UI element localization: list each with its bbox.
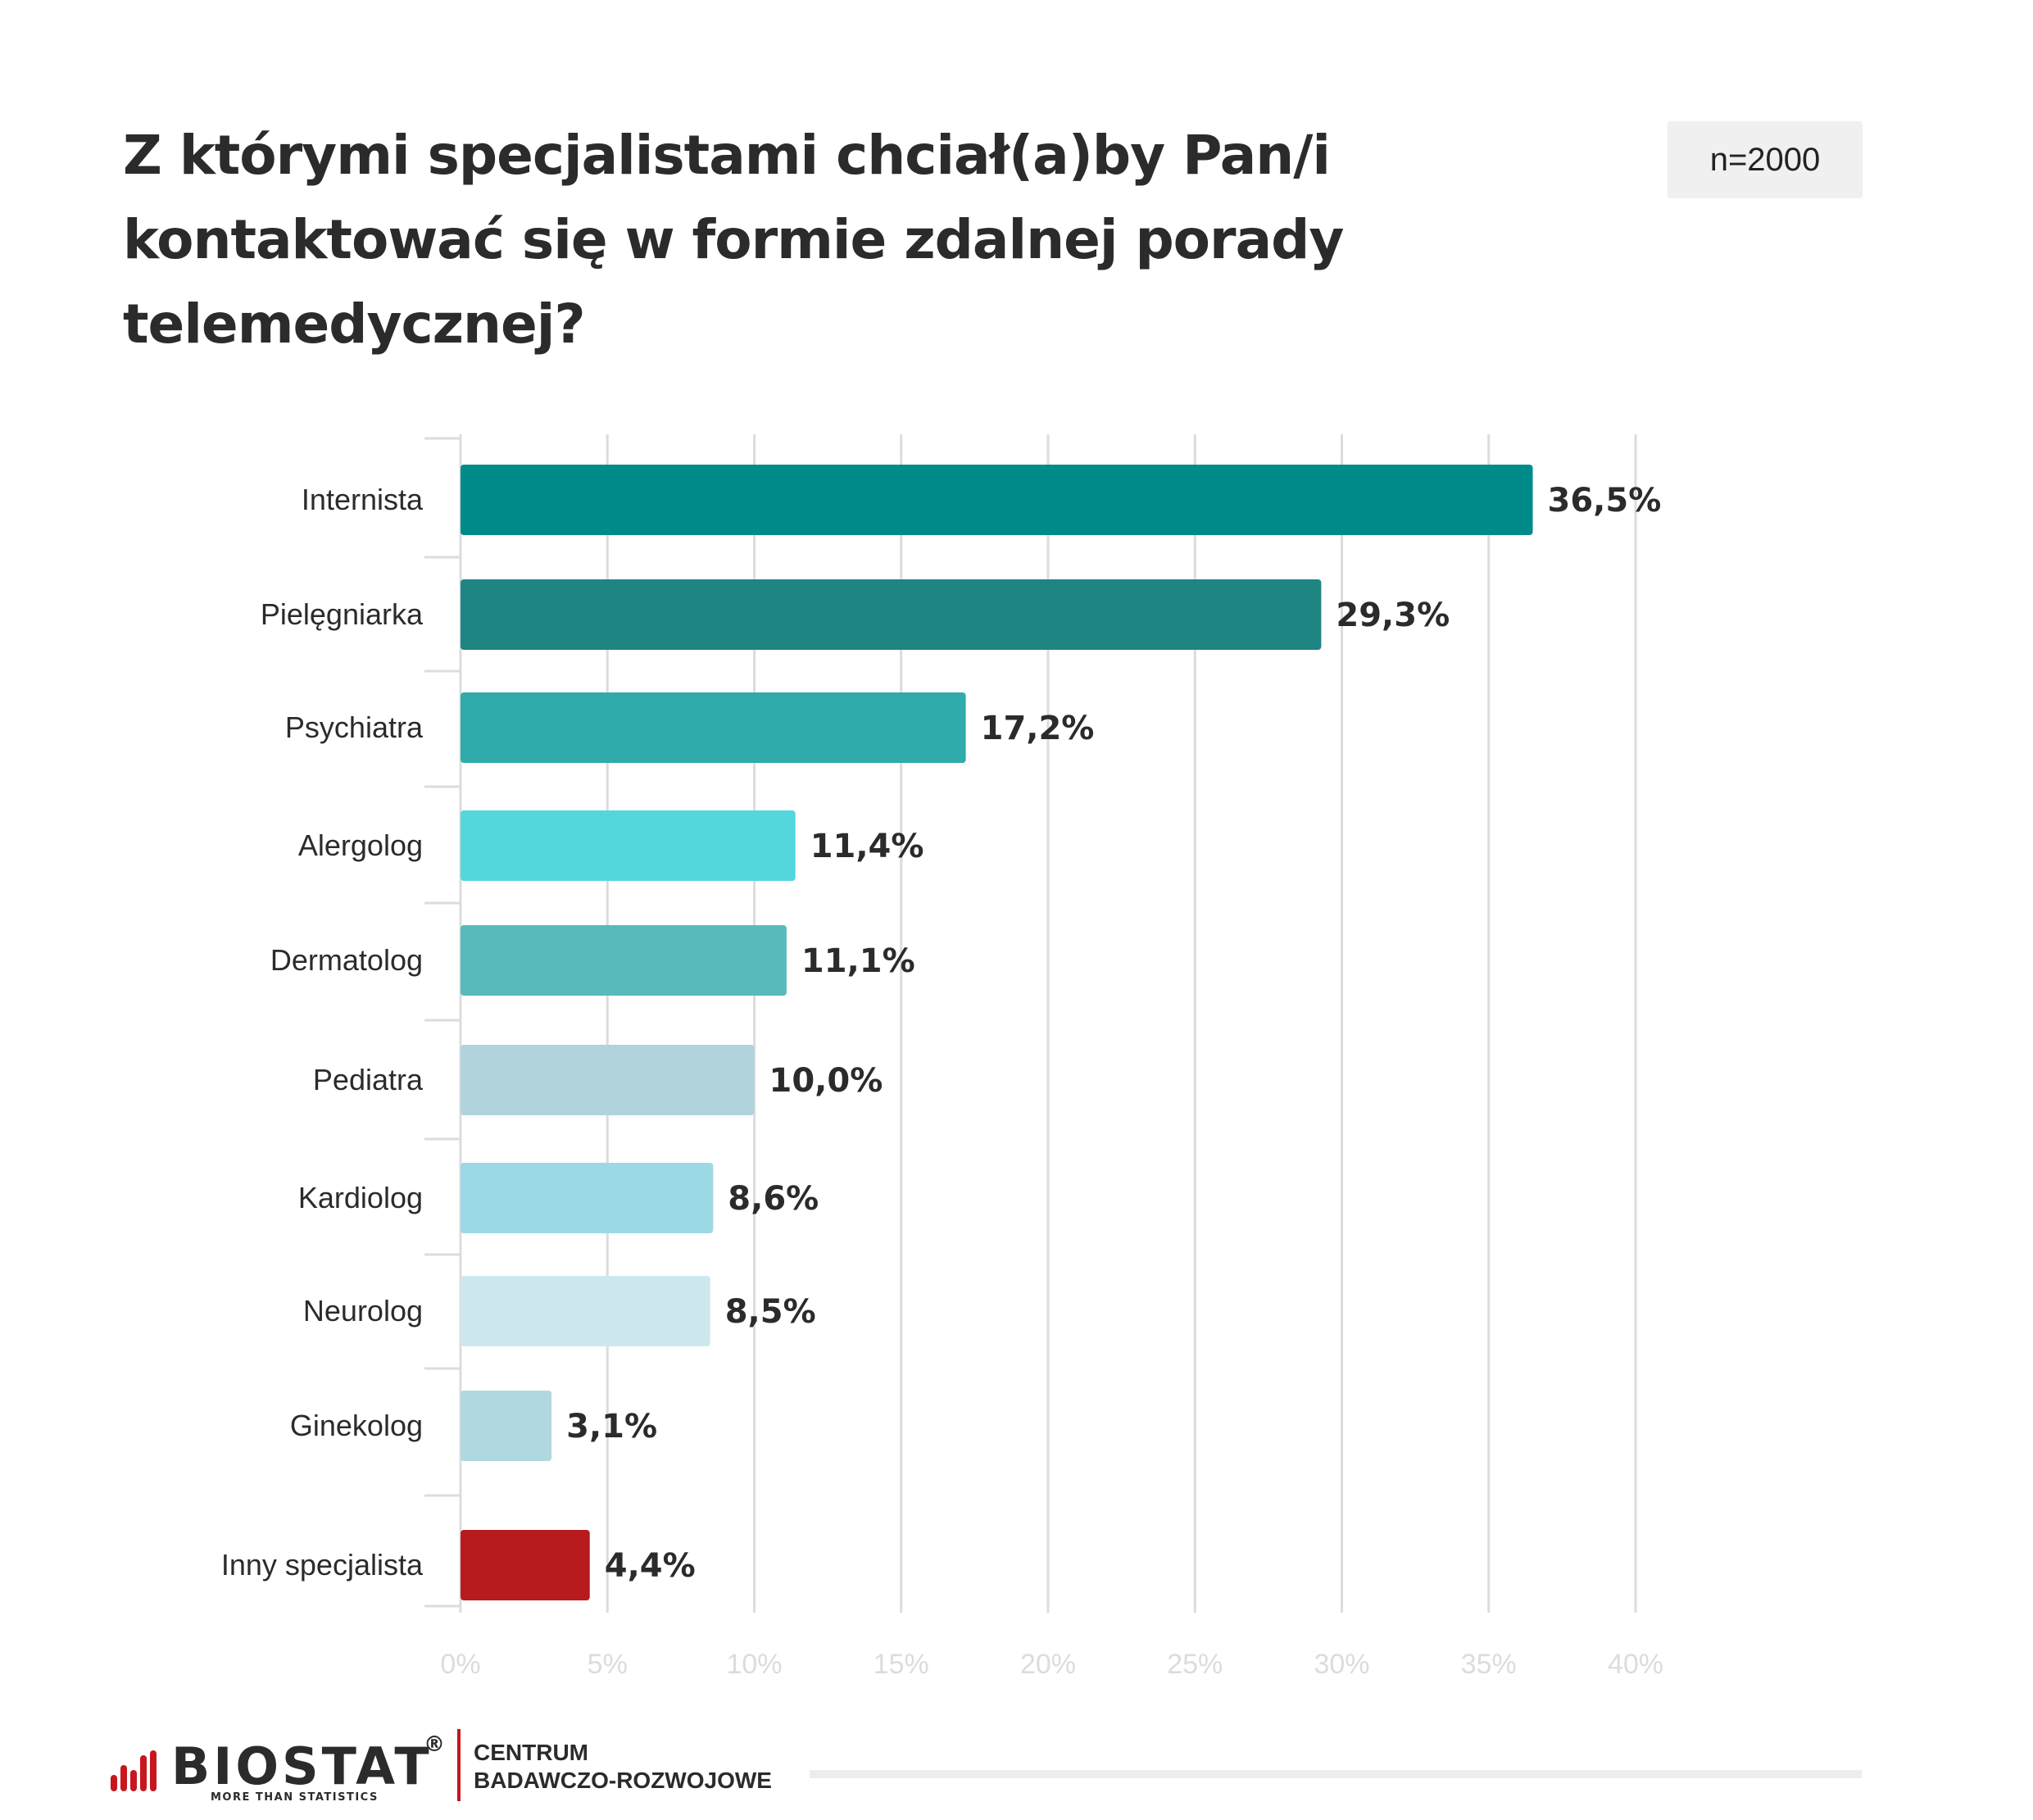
value-label: 11,1% — [801, 942, 915, 980]
category-ticks — [424, 437, 461, 1608]
category-label: Ginekolog — [290, 1409, 423, 1442]
category-label: Kardiolog — [298, 1181, 423, 1214]
value-label: 11,4% — [810, 828, 924, 865]
research-center-name: CENTRUM BADAWCZO-ROZWOJOWE — [474, 1739, 772, 1795]
bars — [461, 465, 1533, 1600]
footer-divider — [810, 1770, 1862, 1778]
registered-mark: ® — [424, 1732, 445, 1757]
bar-chart-logo-icon — [111, 1750, 157, 1791]
sample-size-text: n=2000 — [1709, 141, 1821, 178]
category-label: Pielęgniarka — [261, 597, 424, 631]
x-tick-label: 10% — [726, 1649, 782, 1680]
category-label: Pediatra — [313, 1063, 424, 1096]
bar — [461, 925, 787, 996]
category-label: Neurolog — [303, 1294, 423, 1328]
brand-tagline: MORE THAN STATISTICS — [211, 1791, 379, 1804]
x-tick-labels: 0% 5% 10% 15% 20% 25% 30% 35% 40% — [440, 1649, 1663, 1680]
category-label: Inny specjalista — [221, 1548, 424, 1582]
bar — [461, 1045, 755, 1115]
bar — [461, 465, 1533, 535]
x-tick-label: 40% — [1608, 1649, 1663, 1680]
center-name-line-1: CENTRUM — [474, 1740, 588, 1765]
bar — [461, 1391, 552, 1461]
bar — [461, 692, 966, 763]
center-name-line-2: BADAWCZO-ROZWOJOWE — [474, 1768, 772, 1793]
category-label: Dermatolog — [270, 943, 423, 977]
value-label: 17,2% — [981, 710, 1095, 747]
value-label: 8,5% — [725, 1293, 816, 1331]
value-label: 36,5% — [1548, 482, 1662, 520]
x-tick-label: 5% — [588, 1649, 628, 1680]
category-labels: Internista Pielęgniarka Psychiatra Alergolo… — [221, 483, 424, 1582]
bar — [461, 1530, 590, 1600]
value-label: 8,6% — [728, 1180, 819, 1218]
bar — [461, 810, 796, 881]
value-label: 10,0% — [769, 1062, 883, 1100]
bar — [461, 1163, 714, 1233]
value-labels: 36,5% 29,3% 17,2% 11,4% 11,1% 10,0% 8,6% 8,5% 3,… — [566, 482, 1661, 1585]
brand-name: BIOSTAT — [171, 1736, 433, 1796]
x-tick-label: 0% — [440, 1649, 480, 1680]
category-label: Internista — [302, 483, 424, 516]
logo-separator — [457, 1729, 461, 1801]
value-label: 3,1% — [566, 1408, 657, 1446]
bar — [461, 579, 1322, 650]
category-label: Psychiatra — [285, 710, 424, 744]
chart-title: Z którymi specjalistami chciał(a)by Pan/… — [123, 124, 1344, 356]
value-label: 29,3% — [1336, 597, 1450, 634]
x-tick-label: 15% — [874, 1649, 929, 1680]
x-tick-label: 20% — [1020, 1649, 1076, 1680]
value-label: 4,4% — [605, 1547, 696, 1585]
x-tick-label: 35% — [1461, 1649, 1517, 1680]
x-tick-label: 30% — [1314, 1649, 1369, 1680]
category-label: Alergolog — [298, 828, 423, 862]
x-tick-label: 25% — [1167, 1649, 1223, 1680]
bar — [461, 1276, 710, 1346]
sample-size-badge: n=2000 — [1668, 121, 1863, 198]
